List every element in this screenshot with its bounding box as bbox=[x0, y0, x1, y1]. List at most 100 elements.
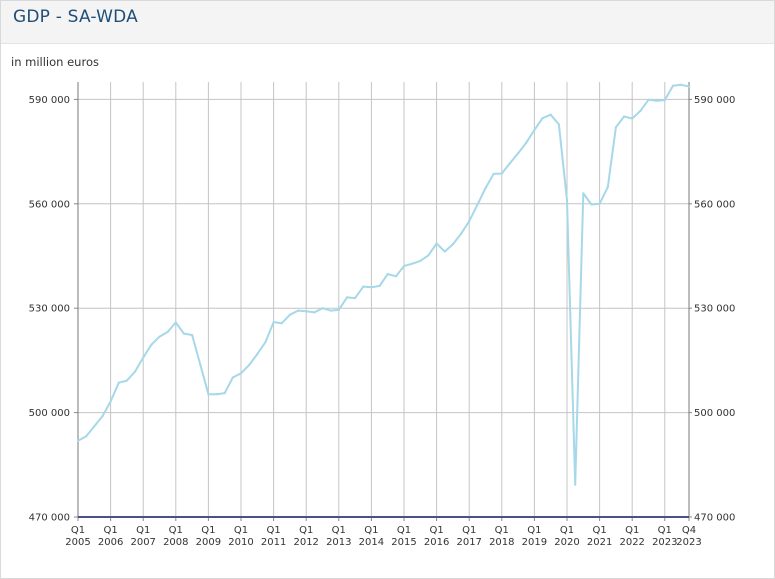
data-point bbox=[215, 393, 218, 396]
data-point bbox=[541, 117, 544, 120]
x-tick-label-quarter: Q1 bbox=[103, 525, 117, 536]
data-point bbox=[427, 254, 430, 257]
data-point bbox=[313, 311, 316, 314]
y-tick-label-left: 560 000 bbox=[29, 199, 70, 210]
x-tick-label-quarter: Q1 bbox=[560, 525, 574, 536]
data-point bbox=[468, 220, 471, 223]
x-tick-label-quarter: Q1 bbox=[658, 525, 672, 536]
x-tick-label-year: 2007 bbox=[130, 537, 155, 548]
x-ticks: Q12005Q12006Q12007Q12008Q12009Q12010Q120… bbox=[65, 525, 701, 548]
grid-lines bbox=[77, 82, 690, 517]
x-tick-label-year: 2013 bbox=[326, 537, 351, 548]
data-point bbox=[142, 356, 145, 359]
data-point bbox=[125, 379, 128, 382]
data-point bbox=[150, 343, 153, 346]
axes bbox=[74, 82, 692, 521]
x-tick-label-year: 2021 bbox=[587, 537, 612, 548]
data-point bbox=[639, 109, 642, 112]
panel-header: GDP - SA-WDA bbox=[1, 1, 774, 44]
data-point bbox=[451, 243, 454, 246]
x-tick-label-year: 2010 bbox=[228, 537, 253, 548]
data-point bbox=[525, 141, 528, 144]
data-point bbox=[248, 363, 251, 366]
data-point bbox=[606, 186, 609, 189]
data-point bbox=[297, 309, 300, 312]
data-point bbox=[174, 321, 177, 324]
series-group bbox=[76, 83, 691, 486]
data-point bbox=[264, 340, 267, 344]
data-point bbox=[337, 308, 340, 311]
y-tick-label-right: 560 000 bbox=[694, 199, 735, 210]
data-point bbox=[402, 265, 406, 268]
data-point bbox=[614, 126, 618, 129]
data-point bbox=[345, 296, 348, 299]
data-point bbox=[93, 425, 96, 428]
y-tick-label-left: 470 000 bbox=[29, 513, 70, 524]
x-tick-label-year: 2022 bbox=[619, 537, 644, 548]
data-point bbox=[623, 115, 626, 118]
data-point bbox=[256, 353, 259, 356]
x-tick-label-quarter: Q1 bbox=[625, 525, 639, 536]
data-point bbox=[517, 152, 520, 155]
data-point bbox=[321, 307, 324, 310]
data-point bbox=[231, 376, 234, 379]
x-tick-label-quarter: Q1 bbox=[234, 525, 248, 536]
data-point bbox=[199, 363, 202, 366]
data-point bbox=[671, 84, 675, 87]
data-point bbox=[109, 400, 112, 403]
x-tick-label-year: 2015 bbox=[391, 537, 416, 548]
data-point bbox=[166, 330, 169, 333]
data-point bbox=[680, 83, 683, 86]
data-point bbox=[134, 370, 137, 373]
x-tick-label-year: 2017 bbox=[456, 537, 481, 548]
data-point bbox=[305, 310, 308, 313]
data-point bbox=[655, 99, 658, 102]
x-tick-label-year: 2008 bbox=[163, 537, 188, 548]
y-tick-label-right: 530 000 bbox=[694, 304, 735, 315]
y-ticks-right: 470 000 500 000 530 000 560 000 590 000 bbox=[694, 95, 735, 524]
data-point bbox=[631, 117, 634, 120]
x-tick-label-quarter: Q1 bbox=[332, 525, 346, 536]
x-tick-label-year: 2023 bbox=[676, 537, 701, 548]
y-tick-label-left: 530 000 bbox=[29, 304, 70, 315]
x-tick-label-quarter: Q1 bbox=[169, 525, 183, 536]
x-tick-label-year: 2016 bbox=[424, 537, 449, 548]
x-tick-label-year: 2012 bbox=[293, 537, 318, 548]
data-point bbox=[484, 187, 487, 190]
data-point bbox=[158, 335, 161, 338]
x-tick-label-quarter: Q1 bbox=[201, 525, 215, 536]
x-tick-label-quarter: Q1 bbox=[71, 525, 85, 536]
y-tick-label-left: 590 000 bbox=[29, 95, 70, 106]
x-tick-label-year: 2018 bbox=[489, 537, 514, 548]
x-tick-label-quarter: Q1 bbox=[527, 525, 541, 536]
data-point bbox=[239, 372, 243, 375]
data-point bbox=[476, 203, 479, 206]
x-tick-label-year: 2023 bbox=[652, 537, 677, 548]
data-point bbox=[574, 483, 577, 486]
data-point bbox=[76, 439, 80, 442]
data-point bbox=[223, 392, 226, 395]
data-point bbox=[688, 85, 691, 88]
data-point bbox=[182, 332, 185, 335]
x-tick-label-year: 2011 bbox=[261, 537, 286, 548]
series-line bbox=[77, 83, 690, 486]
y-tick-label-left: 500 000 bbox=[29, 408, 70, 419]
x-tick-label-quarter: Q1 bbox=[266, 525, 280, 536]
x-tick-label-year: 2006 bbox=[98, 537, 123, 548]
data-point bbox=[272, 321, 275, 324]
x-tick-label-quarter: Q4 bbox=[682, 525, 696, 536]
data-point bbox=[598, 202, 601, 205]
x-tick-label-year: 2014 bbox=[359, 537, 384, 548]
data-point bbox=[386, 273, 389, 276]
data-point bbox=[565, 199, 569, 202]
y-tick-label-right: 590 000 bbox=[694, 95, 735, 106]
y-tick-label-right: 500 000 bbox=[694, 408, 735, 419]
data-point bbox=[492, 172, 495, 175]
data-point bbox=[101, 415, 104, 418]
data-point bbox=[378, 284, 381, 287]
data-point bbox=[354, 297, 357, 300]
x-tick-label-quarter: Q1 bbox=[495, 525, 509, 536]
data-point bbox=[460, 232, 463, 235]
data-point bbox=[85, 435, 88, 438]
